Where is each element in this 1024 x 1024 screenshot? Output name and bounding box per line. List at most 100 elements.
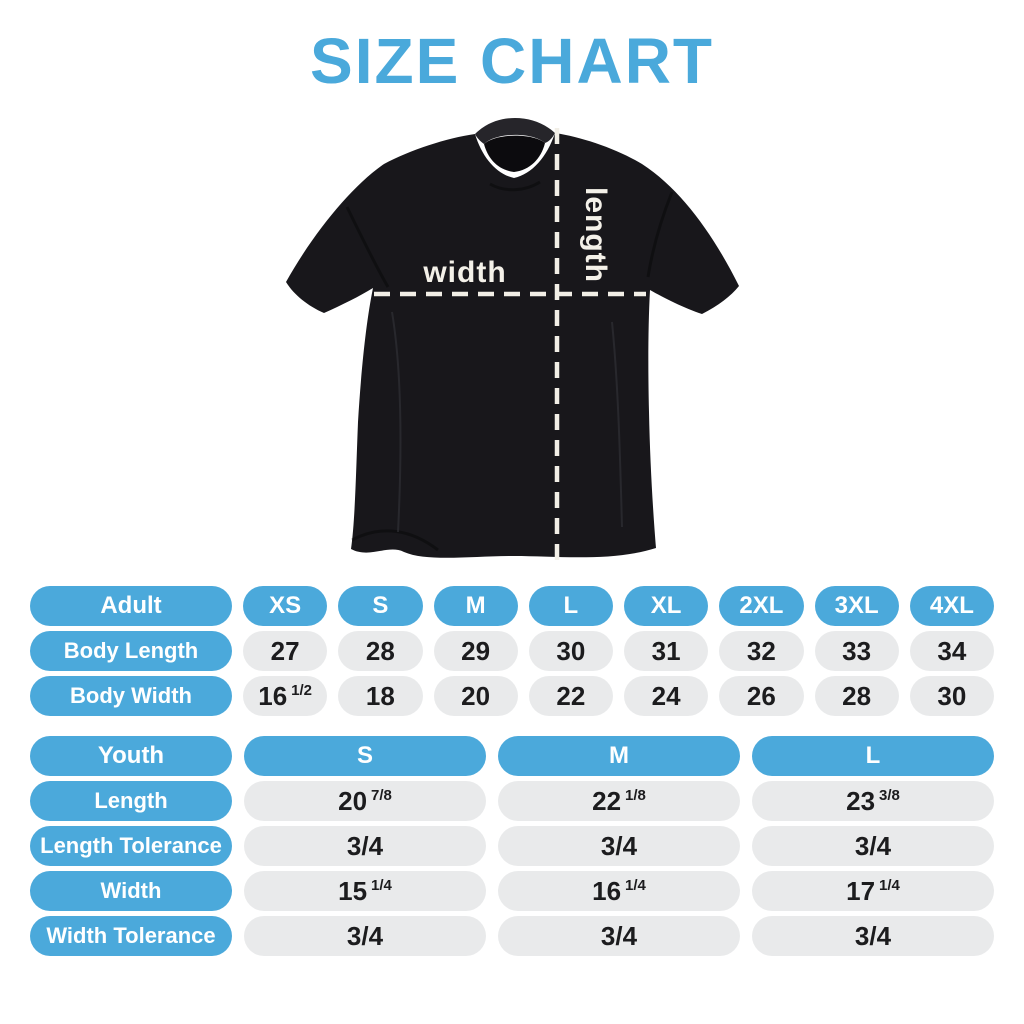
row-label-pill-body-length: Body Length — [30, 631, 232, 671]
value-fraction: 1/2 — [291, 681, 313, 699]
value: 3/4 — [600, 920, 638, 951]
value-pill: 18 — [338, 676, 423, 716]
value: 17 — [846, 875, 876, 906]
row-label-pill-length-tolerance: Length Tolerance — [30, 826, 232, 866]
tshirt-shape — [286, 133, 739, 558]
adult-header-label: Adult — [100, 592, 162, 619]
value-fraction: 3/8 — [879, 786, 900, 804]
row-label: Body Width — [70, 683, 192, 708]
value-pill: 16 1/2 — [243, 676, 328, 716]
value: 27 — [270, 635, 300, 666]
value: 22 — [592, 785, 622, 816]
youth-header-pill: Youth — [30, 736, 232, 776]
value: 3/4 — [854, 920, 892, 951]
value-pill: 29 — [433, 631, 518, 671]
value: 33 — [842, 635, 872, 666]
value-pill: 30 — [909, 676, 994, 716]
adult-size-table: Adult XS S M L XL 2XL 3XL 4XL Body Lengt… — [30, 586, 994, 716]
value-pill: 3/4 — [244, 916, 486, 956]
size-header-pill-m: M — [498, 736, 740, 776]
value: 22 — [556, 680, 586, 711]
row-label: Length — [94, 788, 168, 813]
value-pill: 20 — [433, 676, 518, 716]
value: 3/4 — [346, 920, 384, 951]
size-header-pill-3xl: 3XL — [814, 586, 899, 626]
value: 30 — [937, 680, 967, 711]
value-pill: 16 1/4 — [498, 871, 740, 911]
value-fraction: 1/4 — [625, 876, 646, 894]
value: 23 — [846, 785, 876, 816]
row-label: Width Tolerance — [46, 923, 216, 948]
size-header-label: XS — [269, 592, 302, 619]
youth-header-label: Youth — [97, 742, 165, 769]
value: 18 — [365, 680, 395, 711]
value-pill: 27 — [243, 631, 328, 671]
value-pill: 31 — [624, 631, 709, 671]
value-pill: 28 — [338, 631, 423, 671]
size-header-label: 2XL — [739, 592, 784, 619]
value-pill: 22 1/8 — [498, 781, 740, 821]
value: 16 — [258, 680, 288, 711]
value: 29 — [461, 635, 491, 666]
row-label-pill-length: Length — [30, 781, 232, 821]
row-label-pill-width: Width — [30, 871, 232, 911]
value: 26 — [746, 680, 776, 711]
value-pill: 3/4 — [752, 826, 994, 866]
size-header-pill-4xl: 4XL — [909, 586, 994, 626]
value-pill: 3/4 — [244, 826, 486, 866]
value: 28 — [842, 680, 872, 711]
fabric-folds — [345, 180, 674, 552]
size-header-label: M — [465, 592, 486, 619]
value: 20 — [338, 785, 368, 816]
value-pill: 3/4 — [752, 916, 994, 956]
value: 16 — [592, 875, 622, 906]
size-header-pill-xl: XL — [624, 586, 709, 626]
value: 3/4 — [600, 830, 638, 861]
size-header-label: M — [609, 742, 629, 769]
value-pill: 15 1/4 — [244, 871, 486, 911]
value: 28 — [365, 635, 395, 666]
size-header-label: 3XL — [834, 592, 879, 619]
value-pill: 24 — [624, 676, 709, 716]
tshirt-illustration: width length — [286, 118, 739, 560]
value: 15 — [338, 875, 368, 906]
value: 20 — [461, 680, 491, 711]
value-fraction: 1/4 — [879, 876, 900, 894]
value-pill: 3/4 — [498, 916, 740, 956]
value-pill: 28 — [814, 676, 899, 716]
row-label: Width — [100, 878, 162, 903]
size-header-pill-l: L — [752, 736, 994, 776]
size-header-pill-l: L — [528, 586, 613, 626]
size-header-label: L — [563, 592, 579, 619]
youth-size-table: Youth S M L Length 20 7/8 22 1/8 23 3/8 Len… — [30, 736, 994, 956]
collar-band — [475, 118, 555, 144]
size-header-label: 4XL — [929, 592, 974, 619]
size-header-pill-m: M — [433, 586, 518, 626]
value: 3/4 — [854, 830, 892, 861]
value-pill: 30 — [528, 631, 613, 671]
value-pill: 33 — [814, 631, 899, 671]
value-fraction: 1/4 — [371, 876, 392, 894]
value-pill: 22 — [528, 676, 613, 716]
row-label-pill-width-tolerance: Width Tolerance — [30, 916, 232, 956]
value: 34 — [937, 635, 967, 666]
tshirt-diagram: width length — [252, 112, 772, 580]
length-measure-label: length — [579, 187, 612, 283]
value: 24 — [651, 680, 681, 711]
value: 3/4 — [346, 830, 384, 861]
value-fraction: 1/8 — [625, 786, 646, 804]
value-pill: 26 — [719, 676, 804, 716]
size-header-label: S — [372, 592, 389, 619]
value-pill: 3/4 — [498, 826, 740, 866]
fabric-highlights — [391, 311, 623, 533]
adult-header-pill: Adult — [30, 586, 232, 626]
value-fraction: 7/8 — [371, 786, 392, 804]
size-header-pill-s: S — [244, 736, 486, 776]
value-pill: 20 7/8 — [244, 781, 486, 821]
value: 30 — [556, 635, 586, 666]
row-label: Body Length — [63, 638, 199, 663]
value: 31 — [651, 635, 681, 666]
value-pill: 32 — [719, 631, 804, 671]
value-pill: 23 3/8 — [752, 781, 994, 821]
